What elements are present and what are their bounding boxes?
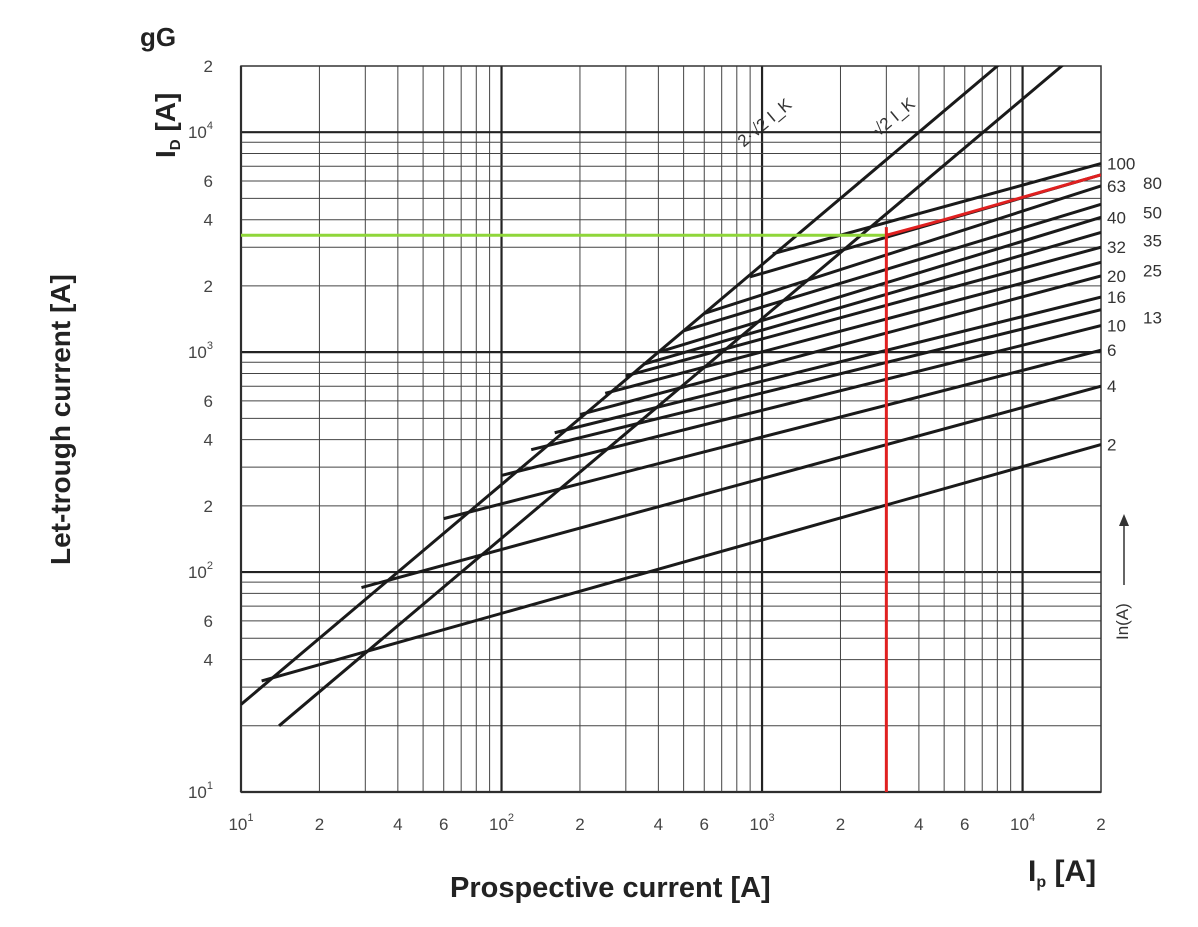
x-tick-label: 2 <box>836 815 845 834</box>
y-tick-label: 6 <box>204 612 213 631</box>
series-lines <box>261 162 1101 683</box>
series-line-63 <box>703 184 1101 315</box>
plot-frame <box>240 65 1102 793</box>
series-label-2: 2 <box>1107 436 1116 455</box>
y-tick-label: 4 <box>204 651 213 670</box>
series-line-40 <box>657 215 1101 354</box>
y-tick-label: 102 <box>188 560 213 582</box>
series-label-40: 40 <box>1107 208 1126 227</box>
x-tick-label: 6 <box>700 815 709 834</box>
reference-line <box>278 66 1065 727</box>
red-marker-line <box>884 173 1101 792</box>
up-arrowhead-icon <box>1119 514 1129 526</box>
annotation-lines <box>241 173 1101 792</box>
x-tick-label: 102 <box>489 812 514 834</box>
x-tick-label: 6 <box>960 815 969 834</box>
series-line-16 <box>554 295 1101 435</box>
x-tick-label: 104 <box>1010 812 1035 834</box>
x-axis-short-symbol: I <box>1028 855 1037 888</box>
series-label-63: 63 <box>1107 177 1126 196</box>
series-label-13: 13 <box>1143 309 1162 328</box>
series-line-10 <box>501 324 1101 477</box>
y-tick-label: 6 <box>204 172 213 191</box>
chart-title: gG <box>140 22 177 52</box>
x-axis-short-subscript: p <box>1036 874 1047 891</box>
y-tick-label: 6 <box>204 392 213 411</box>
x-tick-label: 4 <box>914 815 923 834</box>
y-tick-label: 103 <box>188 340 213 362</box>
series-label-80: 80 <box>1143 174 1162 193</box>
series-line-2 <box>261 443 1101 683</box>
y-tick-label: 101 <box>188 780 213 802</box>
series-line-35 <box>642 231 1101 366</box>
grid <box>239 65 1102 794</box>
series-line-6 <box>443 348 1101 521</box>
x-axis-short-label: Ip [A] <box>1028 855 1096 892</box>
series-line-25 <box>604 260 1101 395</box>
x-axis-short-unit: [A] <box>1046 855 1097 888</box>
x-tick-label: 2 <box>315 815 324 834</box>
series-label-50: 50 <box>1143 203 1162 222</box>
series-line-4 <box>361 384 1101 590</box>
series-label-4: 4 <box>1107 377 1116 396</box>
series-axis-label: In(A) <box>1113 603 1132 640</box>
series-label-32: 32 <box>1107 238 1126 257</box>
series-line-100 <box>772 162 1101 256</box>
series-label-16: 16 <box>1107 288 1126 307</box>
series-line-32 <box>625 245 1101 378</box>
series-label-25: 25 <box>1143 261 1162 280</box>
y-tick-label: 2 <box>204 497 213 516</box>
series-label-20: 20 <box>1107 267 1126 286</box>
x-tick-label: 6 <box>439 815 448 834</box>
series-line-20 <box>579 274 1101 417</box>
x-axis-label: Prospective current [A] <box>450 872 771 904</box>
x-tick-label: 2 <box>1096 815 1105 834</box>
series-line-50 <box>683 202 1101 333</box>
x-tick-label: 101 <box>228 812 253 834</box>
x-tick-label: 4 <box>393 815 402 834</box>
y-tick-label: 2 <box>204 277 213 296</box>
tick-labels: 101 2 4 6 102 2 4 6 103 2 4 6 104 2 101 4 6 102 2 4 6 103 2 4 6 1… <box>188 57 1106 834</box>
y-tick-label: 2 <box>204 57 213 76</box>
y-tick-label: 4 <box>204 431 213 450</box>
x-tick-label: 4 <box>654 815 663 834</box>
series-label-6: 6 <box>1107 341 1116 360</box>
y-tick-label: 4 <box>204 211 213 230</box>
series-line-13 <box>530 308 1101 452</box>
x-tick-label: 103 <box>750 812 775 834</box>
x-tick-label: 2 <box>575 815 584 834</box>
series-label-10: 10 <box>1107 317 1126 336</box>
series-label-35: 35 <box>1143 231 1162 250</box>
y-tick-label: 104 <box>188 120 213 142</box>
series-label-100: 100 <box>1107 155 1135 174</box>
